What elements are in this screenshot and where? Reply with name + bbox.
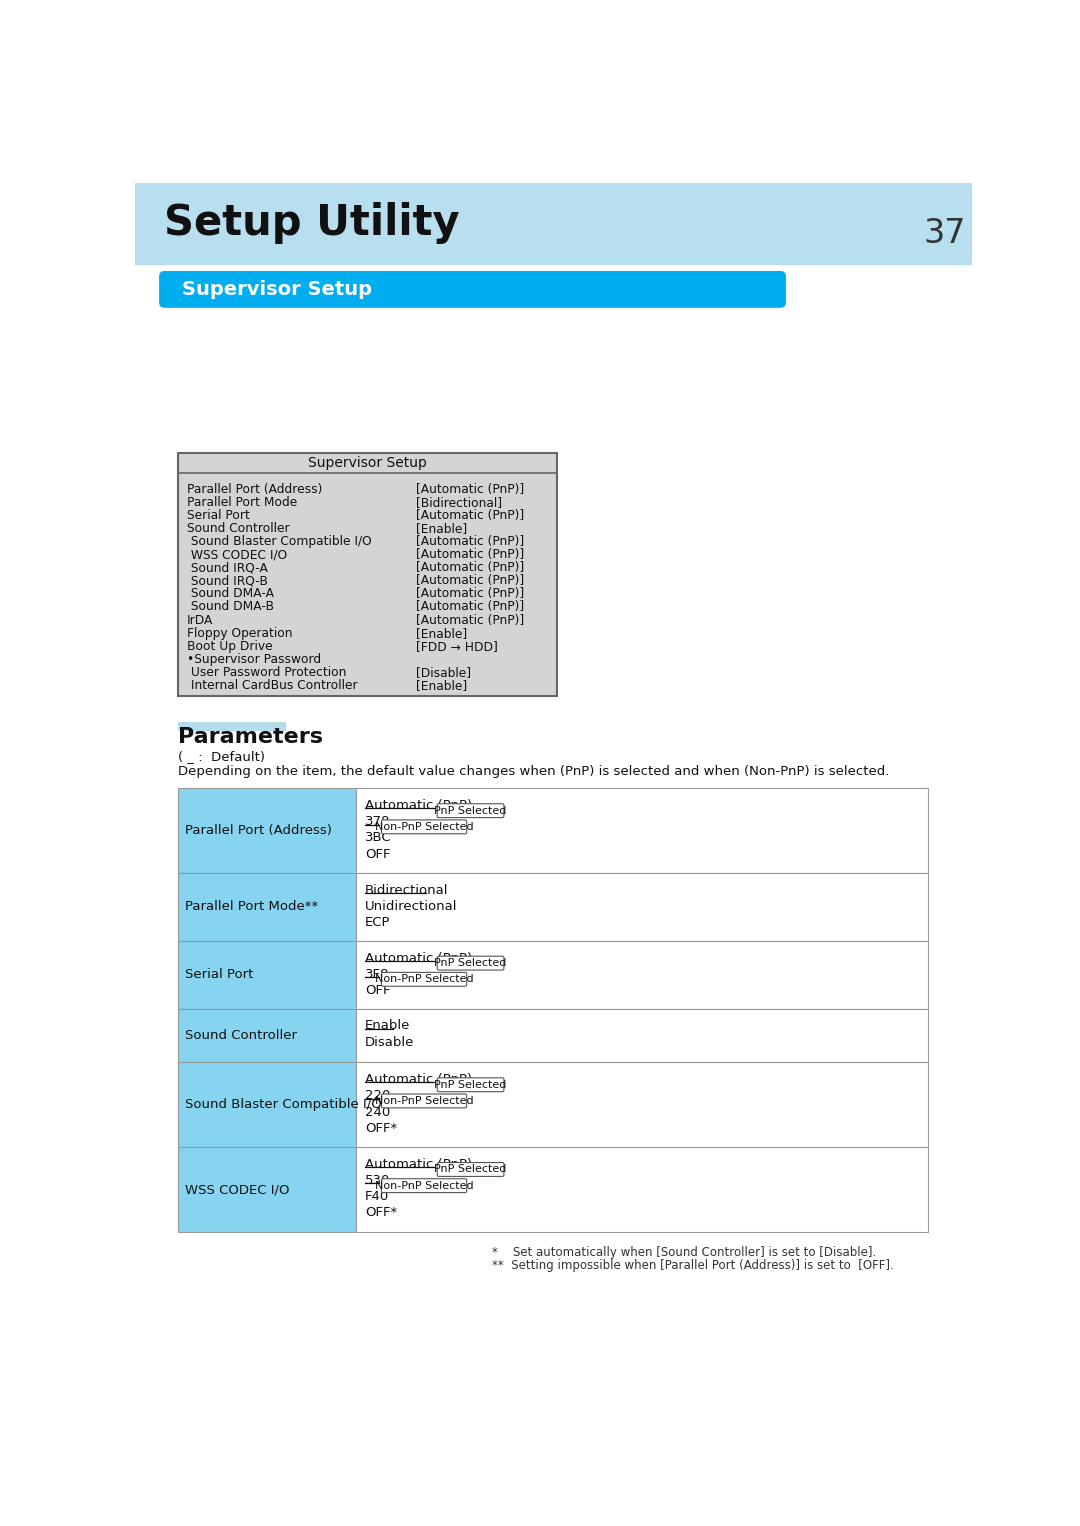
Text: OFF*: OFF*	[365, 1122, 397, 1135]
Text: Sound DMA-A: Sound DMA-A	[187, 588, 274, 600]
Text: **  Setting impossible when [Parallel Port (Address)] is set to  [OFF].: ** Setting impossible when [Parallel Por…	[491, 1259, 893, 1271]
Text: PnP Selected: PnP Selected	[434, 1164, 507, 1175]
Text: OFF: OFF	[365, 984, 391, 996]
Bar	[356, 789, 928, 873]
Text: 37: 37	[923, 217, 967, 250]
Text: [Enable]: [Enable]	[416, 522, 468, 536]
Text: WSS CODEC I/O: WSS CODEC I/O	[186, 1183, 289, 1196]
Text: 220: 220	[365, 1090, 391, 1102]
Text: Enable: Enable	[365, 1019, 410, 1033]
Text: Serial Port: Serial Port	[187, 508, 249, 522]
Text: PnP Selected: PnP Selected	[434, 958, 507, 967]
Text: [Automatic (PnP)]: [Automatic (PnP)]	[416, 600, 525, 613]
Text: WSS CODEC I/O: WSS CODEC I/O	[187, 548, 287, 562]
Text: [Automatic (PnP)]: [Automatic (PnP)]	[416, 482, 525, 496]
Text: •Supervisor Password: •Supervisor Password	[187, 653, 321, 665]
Text: [Enable]: [Enable]	[416, 627, 468, 639]
Bar	[356, 1148, 928, 1231]
Text: *    Set automatically when [Sound Controller] is set to [Disable].: * Set automatically when [Sound Controll…	[491, 1245, 876, 1259]
Text: Unidirectional: Unidirectional	[365, 900, 458, 913]
Text: 3F8: 3F8	[365, 967, 390, 981]
Text: Sound DMA-B: Sound DMA-B	[187, 600, 274, 613]
Text: Disable: Disable	[365, 1036, 415, 1048]
Bar	[177, 1062, 356, 1148]
Bar	[356, 942, 928, 1009]
Bar	[177, 722, 286, 731]
Text: F40: F40	[365, 1190, 390, 1204]
Text: OFF: OFF	[365, 847, 391, 861]
Text: Parallel Port (Address): Parallel Port (Address)	[187, 482, 322, 496]
Text: Automatic (PnP): Automatic (PnP)	[365, 1158, 472, 1170]
FancyBboxPatch shape	[437, 1163, 504, 1177]
Text: [Automatic (PnP)]: [Automatic (PnP)]	[416, 508, 525, 522]
Text: Sound Blaster Compatible I/O: Sound Blaster Compatible I/O	[187, 536, 372, 548]
Text: User Password Protection: User Password Protection	[187, 665, 347, 679]
Text: Automatic (PnP): Automatic (PnP)	[365, 1073, 472, 1087]
Text: Supervisor Setup: Supervisor Setup	[308, 456, 427, 470]
Text: Non-PnP Selected: Non-PnP Selected	[375, 1096, 473, 1106]
Text: PnP Selected: PnP Selected	[434, 806, 507, 816]
Text: Non-PnP Selected: Non-PnP Selected	[375, 1181, 473, 1190]
Text: Internal CardBus Controller: Internal CardBus Controller	[187, 679, 357, 691]
Text: [Automatic (PnP)]: [Automatic (PnP)]	[416, 562, 525, 574]
Bar	[177, 1009, 356, 1062]
Text: Automatic (PnP): Automatic (PnP)	[365, 952, 472, 964]
Text: [Disable]: [Disable]	[416, 665, 472, 679]
Text: [Automatic (PnP)]: [Automatic (PnP)]	[416, 548, 525, 562]
FancyBboxPatch shape	[381, 972, 467, 986]
Text: 240: 240	[365, 1105, 391, 1119]
Text: Sound IRQ-B: Sound IRQ-B	[187, 574, 268, 588]
Text: Parallel Port Mode: Parallel Port Mode	[187, 496, 297, 508]
Bar	[177, 453, 557, 696]
Text: Floppy Operation: Floppy Operation	[187, 627, 293, 639]
Text: ECP: ECP	[365, 916, 391, 929]
Text: Boot Up Drive: Boot Up Drive	[187, 639, 272, 653]
Text: 378: 378	[365, 815, 391, 829]
Bar	[177, 942, 356, 1009]
Bar	[177, 789, 356, 873]
FancyBboxPatch shape	[381, 1094, 467, 1108]
Bar	[177, 873, 356, 942]
Text: Parallel Port (Address): Parallel Port (Address)	[186, 824, 333, 838]
Text: Depending on the item, the default value changes when (PnP) is selected and when: Depending on the item, the default value…	[177, 765, 889, 778]
Text: [Automatic (PnP)]: [Automatic (PnP)]	[416, 536, 525, 548]
FancyBboxPatch shape	[437, 804, 504, 818]
Text: [FDD → HDD]: [FDD → HDD]	[416, 639, 498, 653]
Bar	[177, 1148, 356, 1231]
FancyBboxPatch shape	[437, 957, 504, 971]
Text: Sound Blaster Compatible I/O: Sound Blaster Compatible I/O	[186, 1099, 382, 1111]
Text: Bidirectional: Bidirectional	[365, 884, 448, 897]
Text: PnP Selected: PnP Selected	[434, 1080, 507, 1090]
FancyBboxPatch shape	[381, 1178, 467, 1193]
Text: [Automatic (PnP)]: [Automatic (PnP)]	[416, 574, 525, 588]
Bar	[356, 873, 928, 942]
Text: IrDA: IrDA	[187, 613, 214, 627]
Text: Sound Controller: Sound Controller	[186, 1029, 297, 1042]
Text: [Automatic (PnP)]: [Automatic (PnP)]	[416, 613, 525, 627]
Bar	[356, 1009, 928, 1062]
FancyBboxPatch shape	[381, 819, 467, 833]
Bar	[356, 1062, 928, 1148]
Text: Sound IRQ-A: Sound IRQ-A	[187, 562, 268, 574]
Text: Setup Utility: Setup Utility	[164, 201, 460, 244]
Text: Serial Port: Serial Port	[186, 967, 254, 981]
Text: Automatic (PnP): Automatic (PnP)	[365, 800, 472, 812]
Bar	[135, 183, 972, 269]
Text: 3BC: 3BC	[365, 832, 392, 844]
Text: [Enable]: [Enable]	[416, 679, 468, 691]
Text: OFF*: OFF*	[365, 1207, 397, 1219]
Text: [Bidirectional]: [Bidirectional]	[416, 496, 502, 508]
Text: ( _ :  Default): ( _ : Default)	[177, 749, 265, 763]
Text: Sound Controller: Sound Controller	[187, 522, 289, 536]
Text: [Automatic (PnP)]: [Automatic (PnP)]	[416, 588, 525, 600]
Text: Parallel Port Mode**: Parallel Port Mode**	[186, 900, 319, 914]
Text: 530: 530	[365, 1173, 391, 1187]
FancyBboxPatch shape	[437, 1077, 504, 1091]
FancyBboxPatch shape	[160, 272, 785, 307]
Text: Parameters: Parameters	[177, 726, 323, 746]
Text: Supervisor Setup: Supervisor Setup	[181, 279, 372, 299]
Text: Non-PnP Selected: Non-PnP Selected	[375, 974, 473, 984]
Text: Non-PnP Selected: Non-PnP Selected	[375, 823, 473, 832]
